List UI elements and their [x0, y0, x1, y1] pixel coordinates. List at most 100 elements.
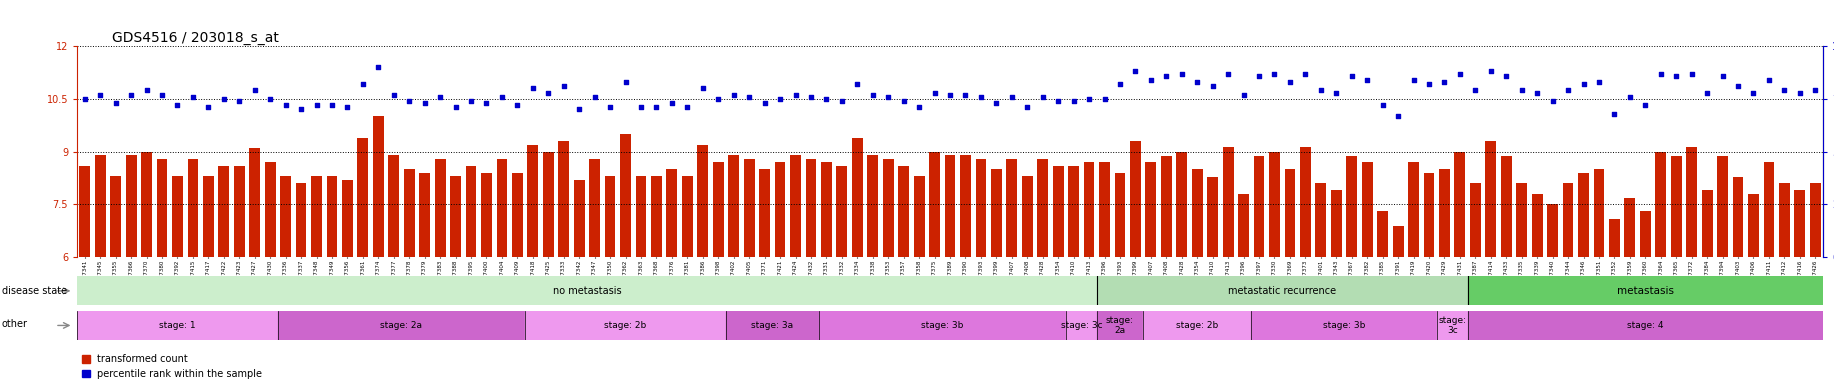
Point — [394, 98, 424, 104]
Bar — [187, 159, 198, 257]
Bar — [1779, 184, 1790, 257]
Point — [317, 102, 347, 108]
Point — [1106, 81, 1135, 87]
Point — [1306, 87, 1335, 93]
Bar — [1192, 169, 1203, 257]
Point — [240, 87, 270, 93]
Bar — [651, 176, 662, 257]
Point — [116, 91, 145, 98]
Point — [1075, 96, 1104, 102]
Point — [750, 100, 779, 106]
Bar — [818, 311, 1066, 340]
Bar — [1409, 162, 1420, 257]
Point — [580, 94, 609, 100]
Bar — [899, 166, 910, 257]
Point — [1322, 89, 1352, 96]
Point — [796, 94, 825, 100]
Point — [1476, 68, 1506, 74]
Point — [998, 94, 1027, 100]
Bar — [666, 169, 677, 257]
Bar — [697, 145, 708, 257]
Bar — [836, 166, 847, 257]
Bar — [172, 176, 183, 257]
Point — [1784, 89, 1814, 96]
Bar — [1486, 141, 1497, 257]
Point — [642, 104, 671, 111]
Bar — [127, 155, 136, 257]
Bar — [636, 176, 646, 257]
Bar — [466, 166, 477, 257]
Bar — [1640, 211, 1651, 257]
Bar — [1810, 184, 1821, 257]
Bar — [1531, 194, 1542, 257]
Text: GDS4516 / 203018_s_at: GDS4516 / 203018_s_at — [112, 31, 279, 45]
Point — [734, 94, 763, 100]
Bar — [497, 159, 508, 257]
Point — [827, 98, 856, 104]
Bar — [1238, 194, 1249, 257]
Bar — [1702, 190, 1713, 257]
Bar — [726, 311, 818, 340]
Point — [363, 64, 392, 70]
Bar — [853, 137, 862, 257]
Point — [1662, 73, 1691, 79]
Bar — [822, 162, 833, 257]
Bar — [1099, 162, 1110, 257]
Bar — [156, 159, 167, 257]
Bar — [1377, 211, 1388, 257]
Bar — [558, 141, 569, 257]
Point — [1089, 96, 1119, 102]
Bar — [1517, 184, 1528, 257]
Bar — [281, 176, 292, 257]
Bar — [77, 276, 1097, 305]
Bar — [1500, 156, 1511, 257]
Bar — [235, 166, 244, 257]
Point — [1445, 71, 1475, 77]
Text: stage: 2b: stage: 2b — [1176, 321, 1218, 330]
Bar — [79, 166, 90, 257]
Text: stage: 2b: stage: 2b — [605, 321, 647, 330]
Point — [1724, 83, 1753, 89]
Bar — [728, 155, 739, 257]
Point — [688, 85, 717, 91]
Point — [163, 102, 193, 108]
Bar — [1115, 173, 1126, 257]
Point — [1399, 77, 1429, 83]
Point — [1368, 102, 1398, 108]
Text: stage:
3c: stage: 3c — [1438, 316, 1465, 335]
Point — [1431, 79, 1460, 85]
Bar — [1097, 311, 1143, 340]
Point — [673, 104, 702, 111]
Point — [1275, 79, 1304, 85]
Bar — [1254, 156, 1264, 257]
Point — [657, 100, 686, 106]
Point — [904, 104, 934, 111]
Bar — [204, 176, 215, 257]
Bar — [1176, 152, 1187, 257]
Point — [147, 91, 176, 98]
Point — [534, 89, 563, 96]
Bar — [249, 148, 260, 257]
Point — [1508, 87, 1537, 93]
Bar — [1469, 184, 1480, 257]
Bar — [1066, 311, 1097, 340]
Point — [1260, 71, 1289, 77]
Bar — [403, 169, 414, 257]
Point — [765, 96, 794, 102]
Point — [1553, 87, 1583, 93]
Bar — [77, 311, 279, 340]
Point — [812, 96, 842, 102]
Bar — [1269, 152, 1280, 257]
Bar — [326, 176, 337, 257]
Bar — [1207, 177, 1218, 257]
Point — [842, 81, 871, 87]
Bar — [1363, 162, 1372, 257]
Bar — [1764, 162, 1773, 257]
Bar — [1251, 311, 1436, 340]
Point — [1012, 104, 1042, 111]
Bar — [1146, 162, 1155, 257]
Bar — [790, 155, 801, 257]
Bar — [620, 134, 631, 257]
Point — [1029, 94, 1058, 100]
Bar — [976, 159, 987, 257]
